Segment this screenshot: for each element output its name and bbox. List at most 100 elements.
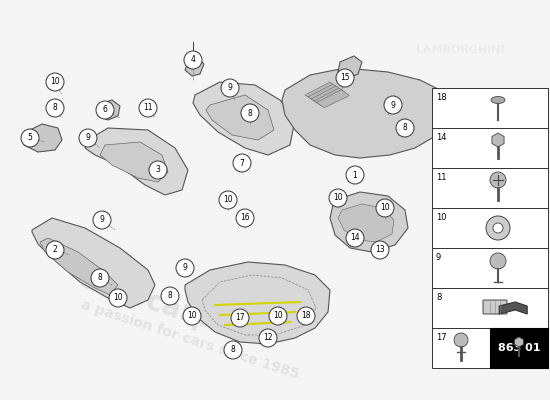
Text: 8: 8	[53, 104, 57, 112]
Text: 4: 4	[190, 56, 195, 64]
Text: 18: 18	[436, 93, 447, 102]
Text: 9: 9	[436, 253, 441, 262]
Text: 18: 18	[301, 312, 311, 320]
Polygon shape	[85, 128, 188, 195]
Polygon shape	[40, 238, 118, 295]
Text: 10: 10	[333, 194, 343, 202]
Circle shape	[236, 209, 254, 227]
Text: 1: 1	[353, 170, 358, 180]
Text: 5: 5	[28, 134, 32, 142]
Text: 2: 2	[53, 246, 57, 254]
Polygon shape	[499, 302, 527, 314]
Polygon shape	[193, 82, 295, 155]
Circle shape	[93, 211, 111, 229]
Polygon shape	[97, 100, 120, 120]
Text: 9: 9	[100, 216, 104, 224]
Text: 17: 17	[235, 314, 245, 322]
Text: 9: 9	[390, 100, 395, 110]
Circle shape	[139, 99, 157, 117]
Circle shape	[346, 166, 364, 184]
Circle shape	[176, 259, 194, 277]
Text: 8: 8	[168, 292, 172, 300]
Bar	[432, 168, 548, 208]
Circle shape	[336, 69, 354, 87]
Circle shape	[46, 73, 64, 91]
Text: 9: 9	[183, 264, 188, 272]
Circle shape	[46, 99, 64, 117]
Text: 10: 10	[50, 78, 60, 86]
Text: 10: 10	[113, 294, 123, 302]
Text: 10: 10	[273, 312, 283, 320]
Circle shape	[346, 229, 364, 247]
Circle shape	[486, 216, 510, 240]
Circle shape	[490, 253, 506, 269]
Circle shape	[96, 101, 114, 119]
Polygon shape	[316, 90, 349, 108]
Polygon shape	[515, 337, 524, 347]
Circle shape	[376, 199, 394, 217]
Text: 11: 11	[143, 104, 153, 112]
Circle shape	[490, 172, 506, 188]
Polygon shape	[305, 82, 338, 100]
Ellipse shape	[491, 96, 505, 104]
Circle shape	[184, 51, 202, 69]
Circle shape	[384, 96, 402, 114]
Circle shape	[161, 287, 179, 305]
Bar	[432, 248, 548, 288]
Text: 7: 7	[240, 158, 244, 168]
FancyBboxPatch shape	[483, 300, 507, 314]
Circle shape	[259, 329, 277, 347]
Text: a passion for cars since 1985: a passion for cars since 1985	[79, 298, 301, 382]
Polygon shape	[330, 192, 408, 252]
Circle shape	[396, 119, 414, 137]
Bar	[432, 128, 548, 168]
Circle shape	[149, 161, 167, 179]
Circle shape	[46, 241, 64, 259]
Circle shape	[493, 223, 503, 233]
Circle shape	[329, 189, 347, 207]
Text: 8: 8	[98, 274, 102, 282]
Text: 10: 10	[380, 204, 390, 212]
Polygon shape	[100, 142, 168, 182]
Polygon shape	[308, 84, 341, 102]
Text: 10: 10	[187, 312, 197, 320]
Text: 16: 16	[240, 214, 250, 222]
Bar	[432, 208, 548, 248]
Text: 14: 14	[350, 234, 360, 242]
Circle shape	[297, 307, 315, 325]
Text: 14: 14	[436, 133, 447, 142]
Bar	[432, 88, 548, 128]
Text: 8: 8	[230, 346, 235, 354]
Polygon shape	[338, 204, 394, 242]
Circle shape	[241, 104, 259, 122]
Polygon shape	[338, 56, 362, 78]
Circle shape	[371, 241, 389, 259]
Text: 10: 10	[436, 213, 447, 222]
Circle shape	[109, 289, 127, 307]
Polygon shape	[32, 218, 155, 308]
Polygon shape	[24, 124, 62, 152]
Text: 13: 13	[375, 246, 385, 254]
Text: eurocarparts: eurocarparts	[74, 265, 276, 355]
Circle shape	[233, 154, 251, 172]
Polygon shape	[185, 262, 330, 344]
Text: 11: 11	[436, 173, 447, 182]
Text: 12: 12	[263, 334, 273, 342]
Circle shape	[21, 129, 39, 147]
Text: 9: 9	[228, 84, 233, 92]
Text: 10: 10	[223, 196, 233, 204]
Text: 16: 16	[494, 333, 505, 342]
Circle shape	[221, 79, 239, 97]
Polygon shape	[311, 86, 344, 104]
Polygon shape	[185, 58, 204, 76]
Polygon shape	[282, 68, 450, 158]
Bar	[432, 288, 548, 328]
Text: 17: 17	[436, 333, 447, 342]
Circle shape	[269, 307, 287, 325]
Text: 3: 3	[156, 166, 161, 174]
Bar	[490, 328, 548, 368]
Bar	[490, 328, 548, 368]
Text: LAMBORGHINI: LAMBORGHINI	[416, 45, 504, 55]
Circle shape	[454, 333, 468, 347]
Text: 8: 8	[436, 293, 441, 302]
